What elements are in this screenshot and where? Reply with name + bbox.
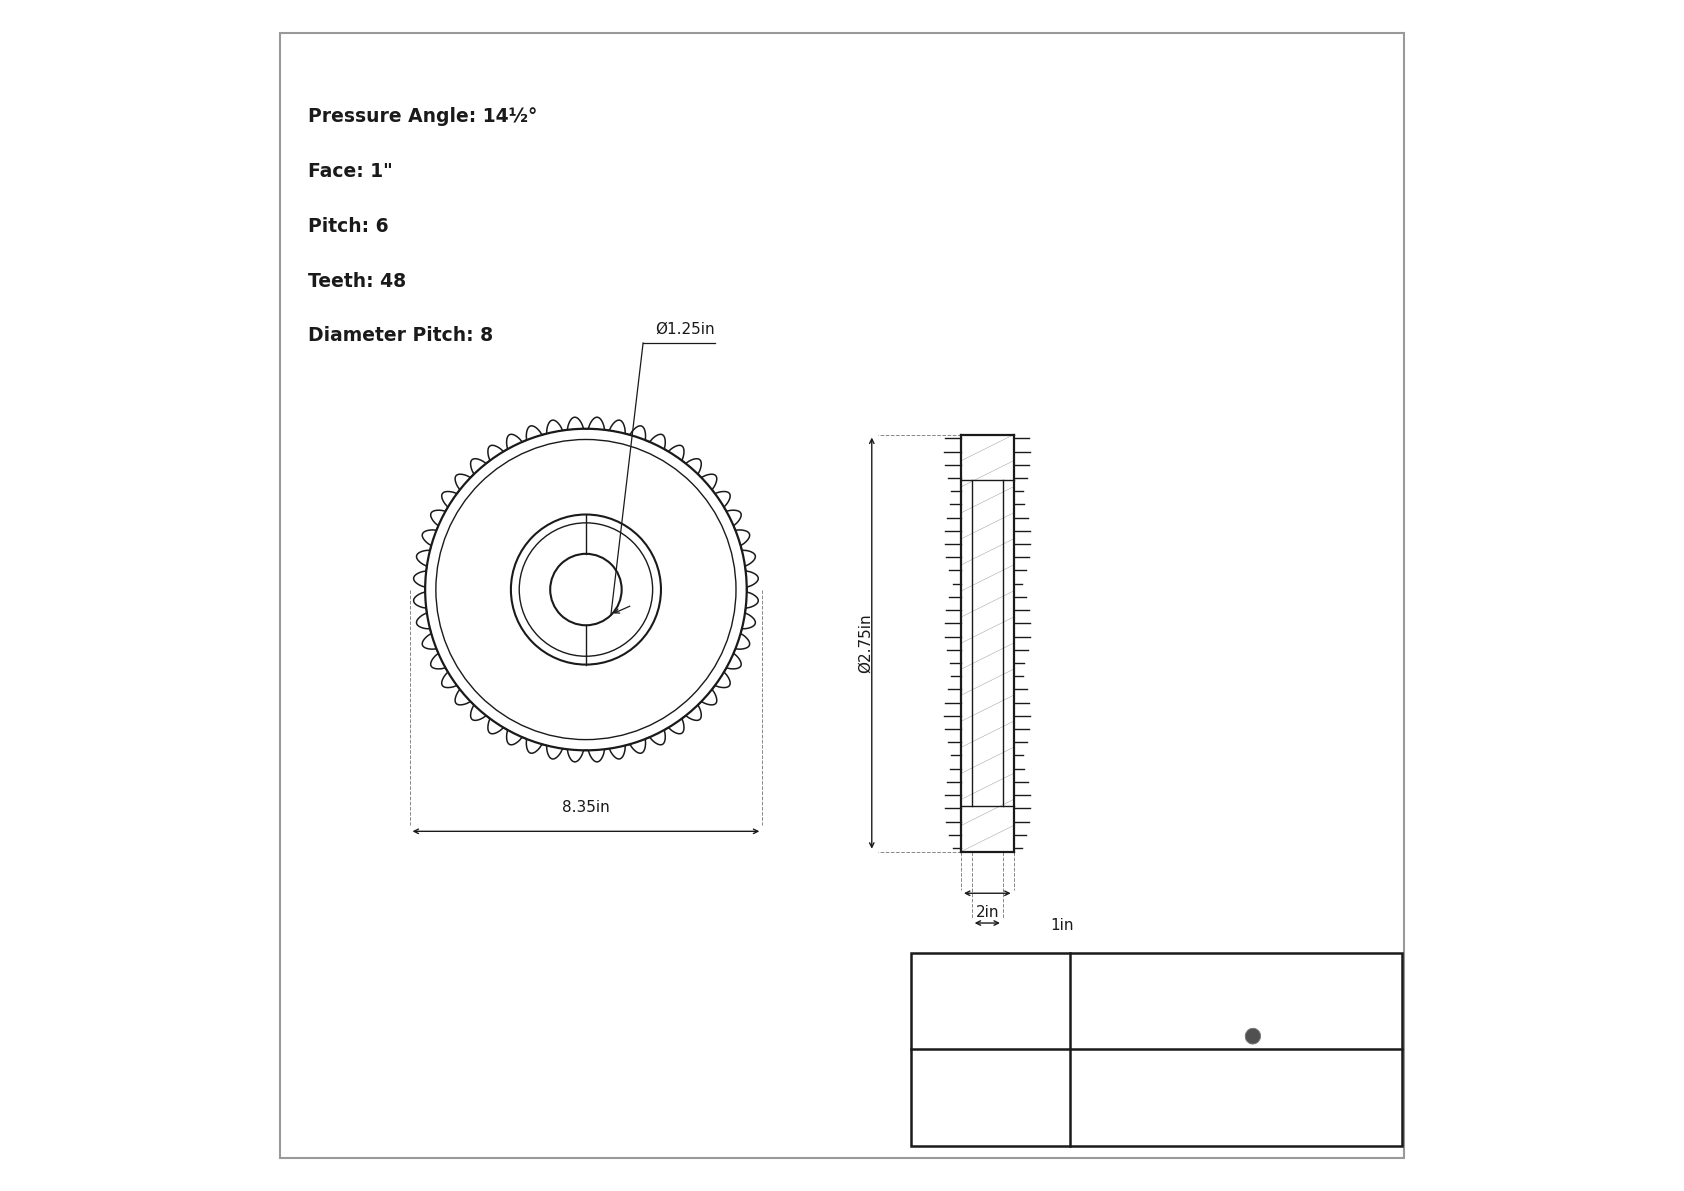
Ellipse shape (1182, 992, 1189, 999)
Ellipse shape (1174, 1014, 1180, 1019)
Ellipse shape (1199, 1092, 1206, 1099)
Ellipse shape (1174, 1058, 1182, 1062)
Text: 2in: 2in (975, 905, 999, 919)
Ellipse shape (1226, 959, 1231, 966)
Ellipse shape (1303, 1090, 1308, 1097)
Text: Face: 1": Face: 1" (308, 162, 392, 181)
Ellipse shape (1238, 956, 1243, 964)
Text: Ø1.25in: Ø1.25in (655, 322, 714, 336)
Text: Ø2.75in: Ø2.75in (859, 613, 874, 673)
Ellipse shape (1310, 1081, 1317, 1089)
Ellipse shape (1314, 990, 1322, 996)
Text: 1in: 1in (1051, 918, 1074, 933)
Bar (911, 953, 1401, 1146)
Ellipse shape (1324, 1010, 1332, 1015)
Ellipse shape (1199, 981, 1307, 1091)
Text: Teeth: 48: Teeth: 48 (308, 272, 406, 291)
Ellipse shape (1263, 1109, 1268, 1116)
Ellipse shape (1191, 1085, 1199, 1091)
Ellipse shape (1327, 1021, 1334, 1025)
Text: Part: Part (975, 1090, 1005, 1105)
Text: Gears: Gears (1214, 1117, 1258, 1131)
Ellipse shape (1248, 955, 1255, 962)
Ellipse shape (1327, 1031, 1335, 1037)
Text: 8.35in: 8.35in (562, 800, 610, 815)
Ellipse shape (1172, 1047, 1179, 1052)
Ellipse shape (1325, 1053, 1332, 1059)
Ellipse shape (1209, 1099, 1216, 1105)
Ellipse shape (1307, 981, 1315, 987)
Text: Number: Number (962, 1115, 1021, 1130)
Ellipse shape (1184, 1077, 1192, 1083)
Ellipse shape (1170, 1024, 1179, 1030)
Ellipse shape (1322, 1064, 1329, 1070)
Ellipse shape (1260, 955, 1265, 964)
Text: Diameter Pitch: 8: Diameter Pitch: 8 (308, 326, 493, 345)
Ellipse shape (1184, 965, 1322, 1108)
Ellipse shape (1327, 1042, 1335, 1048)
Ellipse shape (1179, 1067, 1186, 1073)
Ellipse shape (1197, 975, 1202, 983)
Ellipse shape (1270, 958, 1276, 965)
Ellipse shape (1275, 1106, 1280, 1114)
Bar (911, 953, 1401, 1146)
Text: SHANGHAI LILY BEARING LIMITED: SHANGHAI LILY BEARING LIMITED (1098, 984, 1374, 999)
Ellipse shape (1170, 1035, 1179, 1041)
Text: Pressure Angle: 14½°: Pressure Angle: 14½° (308, 107, 537, 126)
Text: Email: lilybearing@lily-bearing.com: Email: lilybearing@lily-bearing.com (1118, 1019, 1354, 1033)
Text: LILY: LILY (948, 984, 1032, 1019)
Ellipse shape (1293, 1097, 1300, 1104)
Ellipse shape (1290, 967, 1297, 973)
Text: W648 WORM GEAR: W648 WORM GEAR (1140, 1077, 1332, 1095)
Ellipse shape (1317, 1073, 1324, 1080)
Text: Pitch: 6: Pitch: 6 (308, 217, 389, 236)
Ellipse shape (1244, 1028, 1261, 1045)
Ellipse shape (1229, 1108, 1236, 1115)
Ellipse shape (1300, 973, 1307, 980)
Ellipse shape (1177, 1003, 1184, 1009)
Ellipse shape (1280, 961, 1287, 968)
Ellipse shape (1251, 1110, 1258, 1117)
Ellipse shape (1285, 1102, 1290, 1110)
Ellipse shape (1320, 999, 1327, 1005)
Ellipse shape (1219, 1104, 1226, 1111)
Ellipse shape (1189, 984, 1196, 991)
Ellipse shape (1216, 962, 1221, 971)
Text: ®: ® (1044, 979, 1056, 989)
Ellipse shape (1206, 968, 1212, 975)
Ellipse shape (1241, 1109, 1246, 1117)
